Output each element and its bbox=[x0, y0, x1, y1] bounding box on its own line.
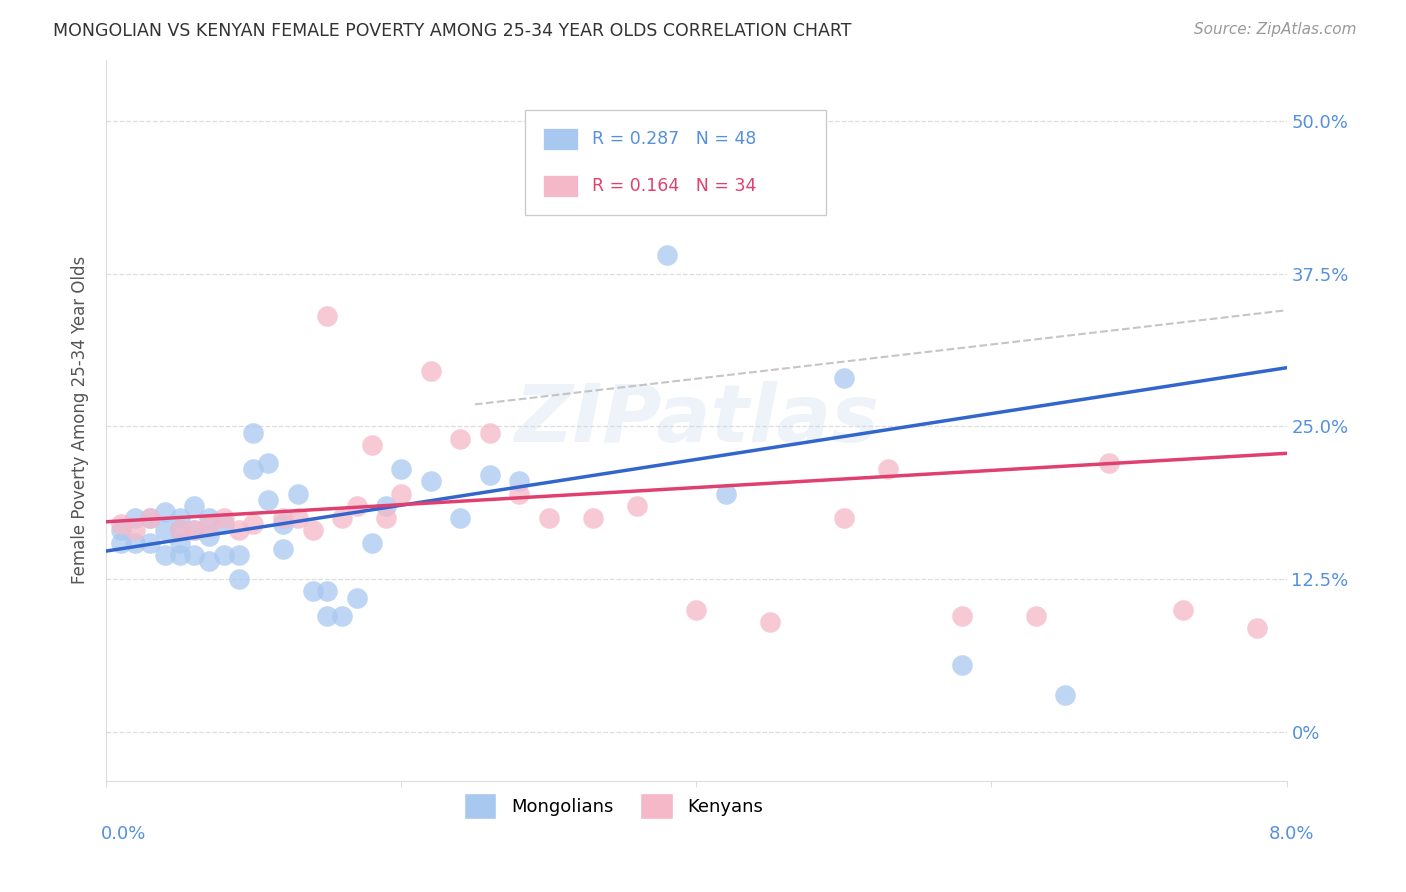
Point bbox=[183, 499, 205, 513]
Text: 8.0%: 8.0% bbox=[1270, 825, 1315, 843]
Point bbox=[257, 492, 280, 507]
Point bbox=[832, 511, 855, 525]
Point bbox=[346, 591, 368, 605]
Point bbox=[1054, 689, 1077, 703]
Point bbox=[626, 499, 648, 513]
Point bbox=[271, 511, 294, 525]
Point bbox=[257, 456, 280, 470]
Point bbox=[877, 462, 900, 476]
Point bbox=[419, 475, 441, 489]
Point bbox=[183, 524, 205, 538]
Text: ZIPatlas: ZIPatlas bbox=[513, 381, 879, 459]
Point bbox=[183, 548, 205, 562]
Point bbox=[198, 554, 221, 568]
Point bbox=[153, 524, 176, 538]
Point bbox=[139, 511, 162, 525]
Point bbox=[330, 511, 353, 525]
Point bbox=[153, 505, 176, 519]
Point bbox=[330, 609, 353, 624]
Point bbox=[1173, 603, 1195, 617]
Point bbox=[153, 548, 176, 562]
Point bbox=[316, 609, 339, 624]
Point bbox=[582, 511, 605, 525]
Text: 0.0%: 0.0% bbox=[101, 825, 146, 843]
Text: MONGOLIAN VS KENYAN FEMALE POVERTY AMONG 25-34 YEAR OLDS CORRELATION CHART: MONGOLIAN VS KENYAN FEMALE POVERTY AMONG… bbox=[53, 22, 852, 40]
Point bbox=[449, 511, 471, 525]
Point bbox=[212, 517, 235, 532]
Point bbox=[832, 370, 855, 384]
Point bbox=[169, 511, 191, 525]
Point bbox=[198, 529, 221, 543]
Point bbox=[375, 499, 398, 513]
Point bbox=[228, 524, 250, 538]
Point bbox=[124, 535, 146, 549]
Point bbox=[287, 511, 309, 525]
Point bbox=[950, 609, 973, 624]
Point bbox=[242, 462, 264, 476]
Point bbox=[212, 548, 235, 562]
Point bbox=[360, 535, 382, 549]
Point bbox=[714, 486, 737, 500]
Text: R = 0.164   N = 34: R = 0.164 N = 34 bbox=[592, 177, 756, 194]
Text: R = 0.287   N = 48: R = 0.287 N = 48 bbox=[592, 130, 756, 148]
Point bbox=[1025, 609, 1047, 624]
Point bbox=[316, 584, 339, 599]
FancyBboxPatch shape bbox=[524, 110, 827, 215]
Point bbox=[478, 425, 501, 440]
Point bbox=[212, 511, 235, 525]
Point bbox=[287, 486, 309, 500]
Point bbox=[508, 486, 530, 500]
Point bbox=[139, 535, 162, 549]
Point bbox=[110, 535, 132, 549]
Point bbox=[169, 548, 191, 562]
Point bbox=[110, 524, 132, 538]
Point bbox=[759, 615, 782, 629]
Point bbox=[1246, 621, 1268, 635]
FancyBboxPatch shape bbox=[543, 128, 578, 150]
Point bbox=[508, 475, 530, 489]
Point bbox=[124, 524, 146, 538]
Point bbox=[169, 535, 191, 549]
Point bbox=[346, 499, 368, 513]
Point bbox=[375, 511, 398, 525]
Point bbox=[139, 511, 162, 525]
Point bbox=[301, 524, 323, 538]
Point bbox=[228, 572, 250, 586]
Point bbox=[478, 468, 501, 483]
Point bbox=[537, 175, 560, 189]
Point bbox=[301, 584, 323, 599]
Point bbox=[242, 517, 264, 532]
Point bbox=[389, 462, 412, 476]
Point bbox=[271, 517, 294, 532]
Point bbox=[228, 548, 250, 562]
Point bbox=[242, 425, 264, 440]
Point bbox=[271, 541, 294, 556]
Y-axis label: Female Poverty Among 25-34 Year Olds: Female Poverty Among 25-34 Year Olds bbox=[72, 256, 89, 584]
Point bbox=[169, 524, 191, 538]
Point bbox=[183, 524, 205, 538]
Legend: Mongolians, Kenyans: Mongolians, Kenyans bbox=[457, 786, 770, 826]
Text: Source: ZipAtlas.com: Source: ZipAtlas.com bbox=[1194, 22, 1357, 37]
Point bbox=[169, 524, 191, 538]
Point bbox=[198, 511, 221, 525]
Point bbox=[124, 511, 146, 525]
FancyBboxPatch shape bbox=[543, 175, 578, 196]
Point bbox=[360, 438, 382, 452]
Point bbox=[198, 517, 221, 532]
Point bbox=[537, 511, 560, 525]
Point bbox=[685, 603, 707, 617]
Point bbox=[389, 486, 412, 500]
Point bbox=[655, 248, 678, 262]
Point bbox=[1098, 456, 1121, 470]
Point bbox=[419, 364, 441, 378]
Point bbox=[950, 657, 973, 672]
Point bbox=[316, 310, 339, 324]
Point bbox=[110, 517, 132, 532]
Point bbox=[449, 432, 471, 446]
